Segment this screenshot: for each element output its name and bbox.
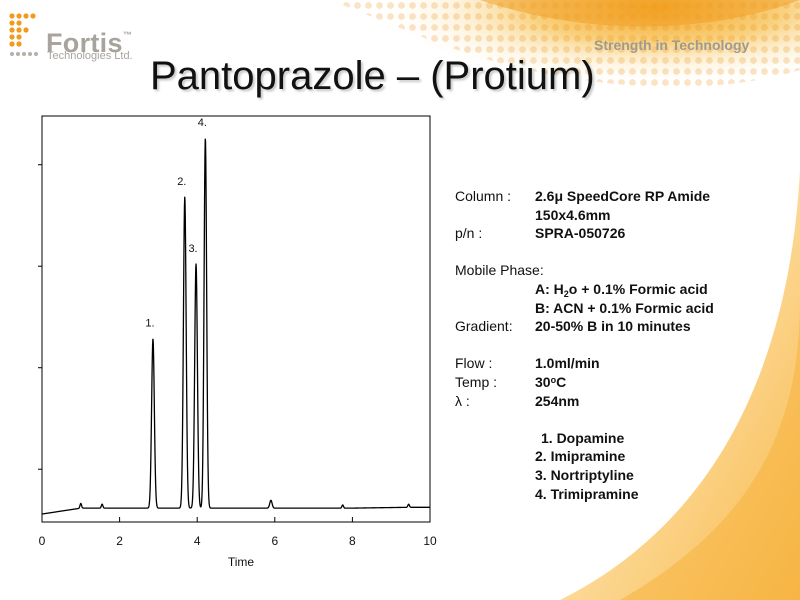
x-axis-ticks: 0 2 4 6 8 10 xyxy=(39,517,437,548)
logo-name-text: Fortis xyxy=(46,28,123,58)
peak-label-1: 1. xyxy=(145,318,154,330)
mobile-phase-a-suffix: o + 0.1% Formic acid xyxy=(568,280,708,297)
column-value-name: SpeedCore RP Amide xyxy=(563,188,711,204)
tagline: Strength in Technology xyxy=(594,37,750,53)
mobile-phase-b: B: ACN + 0.1% Formic acid xyxy=(535,299,714,316)
column-value-size: 2.6 xyxy=(535,188,555,204)
spacer xyxy=(455,337,795,356)
temp-row: Temp : 30oC xyxy=(455,374,795,393)
x-tick-label: 10 xyxy=(423,534,437,548)
temp-degree-symbol: o xyxy=(550,374,557,385)
mobile-phase-a-row: A: H2o + 0.1% Formic acid xyxy=(455,281,795,300)
mobile-phase-a-subscript: 2 xyxy=(563,288,569,299)
logo-subtitle: Technologies Ltd. xyxy=(47,50,133,62)
peak-labels: 1. 2. 3. 4. xyxy=(145,117,207,330)
gradient-label: Gradient: xyxy=(455,318,513,335)
method-conditions: Column : 2.6μ SpeedCore RP Amide 150x4.6… xyxy=(455,188,795,504)
column-value: 2.6μ SpeedCore RP Amide xyxy=(535,188,710,204)
compound-row: 3. Nortriptyline xyxy=(455,467,795,486)
wavelength-label: λ : xyxy=(455,392,470,409)
flow-row: Flow : 1.0ml/min xyxy=(455,355,795,374)
temp-value-unit: C xyxy=(556,373,567,390)
x-tick-label: 2 xyxy=(116,534,123,548)
part-number-label: p/n : xyxy=(455,225,483,242)
logo-trademark: ™ xyxy=(122,30,133,40)
compound-row: 1. Dopamine xyxy=(455,430,795,449)
x-tick-label: 4 xyxy=(194,534,201,548)
gradient-value: 20-50% B in 10 minutes xyxy=(535,318,691,335)
temp-label: Temp : xyxy=(455,373,498,390)
peak-label-2: 2. xyxy=(177,176,186,188)
logo-dot-grid-icon xyxy=(9,13,38,56)
flow-value: 1.0ml/min xyxy=(535,355,600,372)
compound-row: 2. Imipramine xyxy=(455,448,795,467)
column-dims: 150x4.6mm xyxy=(535,206,611,223)
compound-4: 4. Trimipramine xyxy=(535,485,639,502)
column-row: Column : 2.6μ SpeedCore RP Amide xyxy=(455,188,795,207)
spacer xyxy=(455,411,795,430)
compound-3: 3. Nortriptyline xyxy=(535,466,634,483)
chromatogram-trace xyxy=(41,138,431,515)
fortis-logo: Fortis™ Technologies Ltd. xyxy=(8,12,148,62)
wavelength-row: λ : 254nm xyxy=(455,393,795,412)
plot-frame xyxy=(41,115,431,523)
column-dims-row: 150x4.6mm xyxy=(455,207,795,226)
part-number-row: p/n : SPRA-050726 xyxy=(455,225,795,244)
temp-value-number: 30 xyxy=(535,373,551,390)
x-axis-title: Time xyxy=(228,555,255,569)
spacer xyxy=(455,244,795,263)
compound-row: 4. Trimipramine xyxy=(455,486,795,505)
peak-label-3: 3. xyxy=(188,243,197,255)
compound-2: 2. Imipramine xyxy=(535,448,626,465)
x-tick-label: 0 xyxy=(39,534,46,548)
flow-label: Flow : xyxy=(455,355,493,372)
x-tick-label: 6 xyxy=(271,534,278,548)
mobile-phase-label: Mobile Phase: xyxy=(455,262,544,279)
mobile-phase-row: Mobile Phase: xyxy=(455,262,795,281)
compound-1: 1. Dopamine xyxy=(541,429,625,446)
column-label: Column : xyxy=(455,188,512,204)
mobile-phase-b-row: B: ACN + 0.1% Formic acid xyxy=(455,300,795,319)
gradient-row: Gradient: 20-50% B in 10 minutes xyxy=(455,318,795,337)
wavelength-value: 254nm xyxy=(535,392,580,409)
x-tick-label: 8 xyxy=(349,534,356,548)
slide-title: Pantoprazole – (Protium) xyxy=(150,54,595,98)
y-axis-ticks xyxy=(38,164,42,470)
peak-label-4: 4. xyxy=(198,117,207,129)
part-number-value: SPRA-050726 xyxy=(535,225,626,242)
temp-value: 30oC xyxy=(535,374,566,390)
column-value-unit: μ xyxy=(554,188,564,204)
mobile-phase-a: A: H2o + 0.1% Formic acid xyxy=(535,281,708,299)
mobile-phase-a-prefix: A: H xyxy=(535,280,564,297)
logo-name: Fortis™ xyxy=(46,22,132,57)
